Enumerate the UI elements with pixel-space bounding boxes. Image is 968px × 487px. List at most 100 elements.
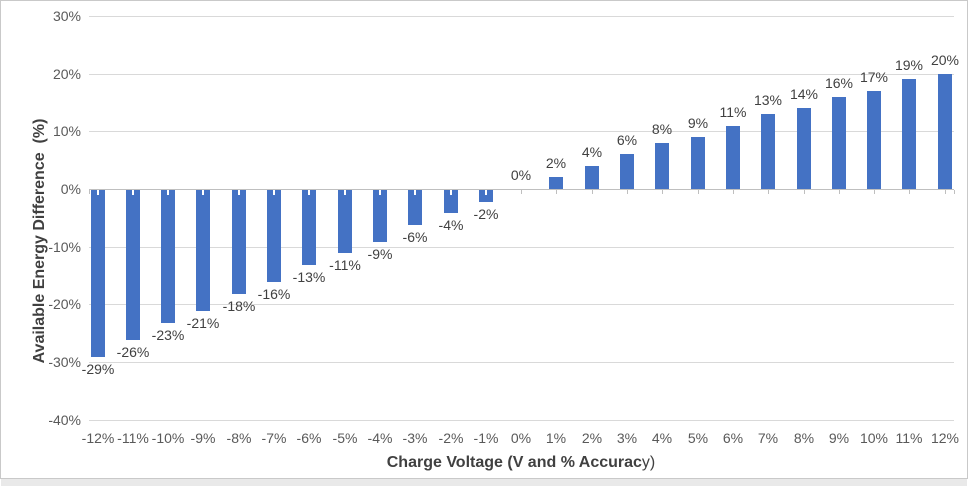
axis-tick: [132, 190, 134, 195]
y-tick-label: -30%: [48, 354, 81, 370]
bar-data-label: -11%: [329, 257, 361, 273]
bar: [691, 137, 705, 189]
gridline: [89, 16, 954, 17]
y-tick-label: 30%: [52, 8, 81, 24]
bottom-strip: [1, 479, 967, 486]
x-tick-label: 7%: [757, 430, 779, 446]
bar: [832, 97, 846, 189]
x-tick-label: 2%: [581, 430, 603, 446]
axis-tick: [485, 190, 487, 195]
x-tick-label: 11%: [895, 430, 923, 446]
bar-data-label: -4%: [438, 217, 464, 233]
x-tick-label: -7%: [261, 430, 287, 446]
x-tick-label: -12%: [81, 430, 115, 446]
x-tick-label: 3%: [616, 430, 638, 446]
bar: [408, 190, 422, 225]
x-tick-label: 4%: [651, 430, 673, 446]
bar-data-label: 14%: [789, 86, 819, 102]
x-axis-title-bold: Charge Voltage (V and % Accurac: [386, 454, 642, 471]
bar: [655, 143, 669, 189]
bar-data-label: 16%: [824, 75, 854, 91]
bar-data-label: 6%: [616, 132, 638, 148]
gridline: [89, 362, 954, 363]
axis-tick: [273, 190, 275, 195]
bar: [620, 154, 634, 189]
x-tick-label: 5%: [687, 430, 709, 446]
axis-tick: [521, 190, 522, 194]
bar-data-label: -6%: [402, 229, 428, 245]
x-tick-label: 9%: [828, 430, 850, 446]
bar: [232, 190, 246, 294]
bar: [338, 190, 352, 253]
x-tick-label: -5%: [332, 430, 358, 446]
bar-data-label: 8%: [651, 121, 673, 137]
x-tick-label: 10%: [859, 430, 889, 446]
x-tick-label: -8%: [226, 430, 252, 446]
gridline: [89, 131, 954, 132]
x-tick-label: 1%: [545, 430, 567, 446]
bar-data-label: 4%: [581, 144, 603, 160]
axis-tick: [308, 190, 310, 195]
gridline: [89, 304, 954, 305]
axis-tick: [450, 190, 452, 195]
bar-data-label: 2%: [545, 155, 567, 171]
axis-tick: [945, 190, 946, 194]
bar-data-label: -9%: [367, 246, 393, 262]
x-tick-label: 12%: [930, 430, 960, 446]
axis-edge-tick: [89, 190, 90, 194]
axis-tick: [839, 190, 840, 194]
bar: [549, 177, 563, 189]
bar-data-label: 9%: [687, 115, 709, 131]
axis-tick: [202, 190, 204, 195]
axis-tick: [238, 190, 240, 195]
axis-tick: [698, 190, 699, 194]
y-tick-label: 10%: [52, 123, 81, 139]
bar: [91, 190, 105, 357]
x-tick-label: 6%: [722, 430, 744, 446]
bar: [479, 190, 493, 202]
axis-edge-tick: [954, 190, 955, 194]
x-tick-label: -3%: [402, 430, 428, 446]
x-tick-label: 0%: [510, 430, 532, 446]
bar: [444, 190, 458, 213]
bar-data-label: -26%: [116, 344, 150, 360]
y-tick-label: 20%: [52, 66, 81, 82]
axis-tick: [909, 190, 910, 194]
bar-data-label: -16%: [257, 286, 291, 302]
x-tick-label: -10%: [151, 430, 185, 446]
axis-tick: [379, 190, 381, 195]
bar: [161, 190, 175, 323]
bar-data-label: -29%: [81, 361, 115, 377]
bar-data-label: 20%: [930, 52, 960, 68]
y-tick-label: -20%: [48, 296, 81, 312]
bar-data-label: 19%: [894, 57, 924, 73]
bar: [938, 74, 952, 189]
y-tick-label: -40%: [48, 412, 81, 428]
bar-data-label: -23%: [151, 327, 185, 343]
bar-data-label: -2%: [473, 206, 499, 222]
bar: [302, 190, 316, 265]
axis-tick: [167, 190, 169, 195]
x-tick-label: -2%: [438, 430, 464, 446]
x-tick-label: 8%: [793, 430, 815, 446]
bar: [196, 190, 210, 311]
axis-tick: [804, 190, 805, 194]
x-tick-label: -6%: [296, 430, 322, 446]
bar: [902, 79, 916, 189]
axis-tick: [768, 190, 769, 194]
x-axis-line: [89, 189, 954, 190]
gridline: [89, 247, 954, 248]
axis-tick: [662, 190, 663, 194]
axis-tick: [733, 190, 734, 194]
axis-tick: [592, 190, 593, 194]
bar: [867, 91, 881, 189]
axis-tick: [414, 190, 416, 195]
x-tick-label: -4%: [367, 430, 393, 446]
y-tick-label: -10%: [48, 239, 81, 255]
axis-tick: [344, 190, 346, 195]
bar-data-label: 0%: [510, 167, 532, 183]
bar: [726, 126, 740, 189]
bar: [373, 190, 387, 242]
